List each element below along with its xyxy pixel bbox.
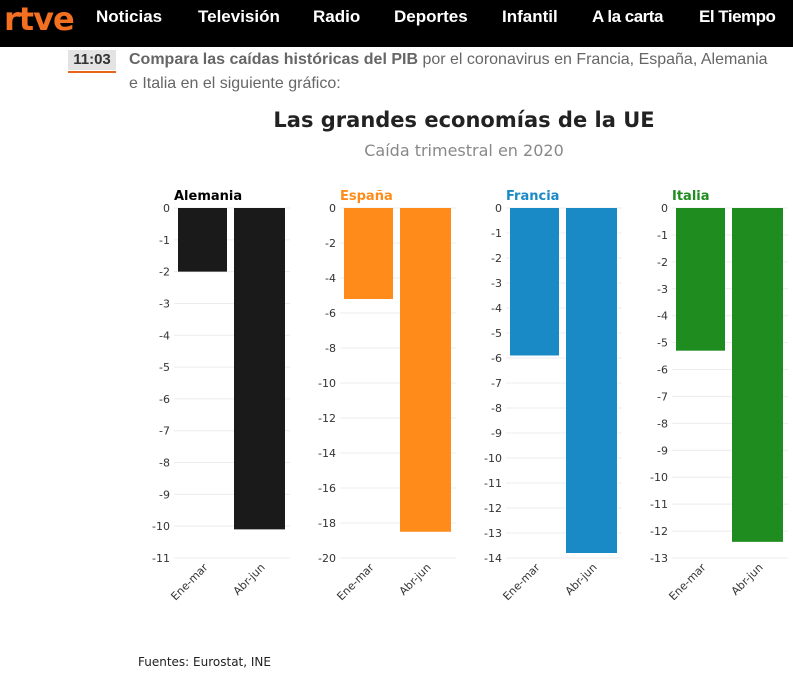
y-tick-label: 0 bbox=[495, 202, 502, 215]
y-tick-label: -2 bbox=[159, 266, 170, 279]
panel-title-alemania: Alemania bbox=[174, 189, 242, 204]
x-tick-label: Abr-jun bbox=[397, 561, 434, 598]
bar-espana-1 bbox=[344, 208, 393, 299]
x-tick-label: Ene-mar bbox=[334, 561, 377, 604]
y-tick-label: -9 bbox=[657, 444, 668, 457]
y-tick-label: -10 bbox=[152, 520, 170, 533]
bar-alemania-2 bbox=[234, 208, 285, 530]
bar-espana-2 bbox=[400, 208, 451, 532]
nav-item-radio[interactable]: Radio bbox=[313, 7, 361, 26]
y-tick-label: -12 bbox=[318, 412, 336, 425]
y-tick-label: -6 bbox=[325, 307, 336, 320]
y-tick-label: -8 bbox=[159, 457, 170, 470]
y-tick-label: 0 bbox=[329, 202, 336, 215]
nav-item-el-tiempo[interactable]: El Tiempo bbox=[699, 7, 776, 26]
panel-title-francia: Francia bbox=[506, 189, 559, 204]
y-tick-label: -1 bbox=[657, 229, 668, 242]
nav-item-a-la-carta[interactable]: A la carta bbox=[592, 7, 663, 26]
y-tick-label: -4 bbox=[491, 302, 502, 315]
y-tick-label: -6 bbox=[159, 393, 170, 406]
chart-subtitle: Caída trimestral en 2020 bbox=[364, 141, 564, 160]
y-tick-label: -13 bbox=[650, 552, 668, 565]
post-time: 11:03 bbox=[68, 50, 116, 70]
y-tick-label: -14 bbox=[318, 447, 336, 460]
y-tick-label: -7 bbox=[491, 377, 502, 390]
nav-item-television[interactable]: Televisión bbox=[198, 7, 280, 26]
x-tick-label: Ene-mar bbox=[500, 561, 543, 604]
y-tick-label: 0 bbox=[661, 202, 668, 215]
y-tick-label: -4 bbox=[657, 310, 668, 323]
y-tick-label: -1 bbox=[491, 227, 502, 240]
bar-italia-1 bbox=[676, 208, 725, 351]
y-tick-label: -16 bbox=[318, 482, 336, 495]
x-tick-label: Abr-jun bbox=[231, 561, 268, 598]
y-tick-label: -8 bbox=[325, 342, 336, 355]
panel-title-espana: España bbox=[340, 189, 393, 204]
y-tick-label: -11 bbox=[650, 498, 668, 511]
x-tick-label: Abr-jun bbox=[563, 561, 600, 598]
nav-item-noticias[interactable]: Noticias bbox=[96, 7, 163, 26]
y-tick-label: -12 bbox=[484, 502, 502, 515]
top-navigation-bar: rtve Noticias Televisión Radio Deportes … bbox=[0, 0, 793, 47]
x-tick-label: Ene-mar bbox=[666, 561, 709, 604]
y-tick-label: -8 bbox=[657, 417, 668, 430]
bar-francia-1 bbox=[510, 208, 559, 356]
y-tick-label: -10 bbox=[484, 452, 502, 465]
bar-alemania-1 bbox=[178, 208, 227, 272]
chart-title: Las grandes economías de la UE bbox=[273, 108, 655, 132]
y-tick-label: -2 bbox=[657, 256, 668, 269]
y-tick-label: -20 bbox=[318, 552, 336, 565]
bar-francia-2 bbox=[566, 208, 617, 553]
y-tick-label: -7 bbox=[657, 390, 668, 403]
y-tick-label: -12 bbox=[650, 525, 668, 538]
panel-title-italia: Italia bbox=[672, 189, 710, 204]
y-tick-label: -11 bbox=[152, 552, 170, 565]
y-tick-label: -9 bbox=[159, 488, 170, 501]
rtve-logo[interactable]: rtve bbox=[4, 0, 75, 38]
y-tick-label: -5 bbox=[491, 327, 502, 340]
y-tick-label: -4 bbox=[159, 329, 170, 342]
y-tick-label: -5 bbox=[159, 361, 170, 374]
y-tick-label: -7 bbox=[159, 425, 170, 438]
y-tick-label: -4 bbox=[325, 272, 336, 285]
y-tick-label: -6 bbox=[657, 364, 668, 377]
x-tick-label: Abr-jun bbox=[729, 561, 766, 598]
bar-italia-2 bbox=[732, 208, 783, 542]
post-headline: Compara las caídas históricas del PIB po… bbox=[129, 48, 769, 96]
y-tick-label: -2 bbox=[491, 252, 502, 265]
y-tick-label: -10 bbox=[318, 377, 336, 390]
y-tick-label: -11 bbox=[484, 477, 502, 490]
y-tick-label: -10 bbox=[650, 471, 668, 484]
nav-item-deportes[interactable]: Deportes bbox=[394, 7, 468, 26]
y-tick-label: -9 bbox=[491, 427, 502, 440]
y-tick-label: -1 bbox=[159, 234, 170, 247]
y-tick-label: -3 bbox=[657, 283, 668, 296]
x-tick-label: Ene-mar bbox=[168, 561, 211, 604]
y-tick-label: -13 bbox=[484, 527, 502, 540]
y-tick-label: 0 bbox=[163, 202, 170, 215]
post-time-underline bbox=[68, 71, 116, 73]
y-tick-label: -3 bbox=[491, 277, 502, 290]
y-tick-label: -8 bbox=[491, 402, 502, 415]
y-tick-label: -5 bbox=[657, 337, 668, 350]
y-tick-label: -6 bbox=[491, 352, 502, 365]
y-tick-label: -18 bbox=[318, 517, 336, 530]
post-headline-rest: por el coronavirus en Francia, España, A… bbox=[129, 51, 768, 92]
post-headline-bold: Compara las caídas históricas del PIB bbox=[129, 51, 419, 68]
chart-source: Fuentes: Eurostat, INE bbox=[138, 655, 271, 669]
nav-item-infantil[interactable]: Infantil bbox=[502, 7, 558, 26]
y-tick-label: -3 bbox=[159, 297, 170, 310]
y-tick-label: -2 bbox=[325, 237, 336, 250]
y-tick-label: -14 bbox=[484, 552, 502, 565]
